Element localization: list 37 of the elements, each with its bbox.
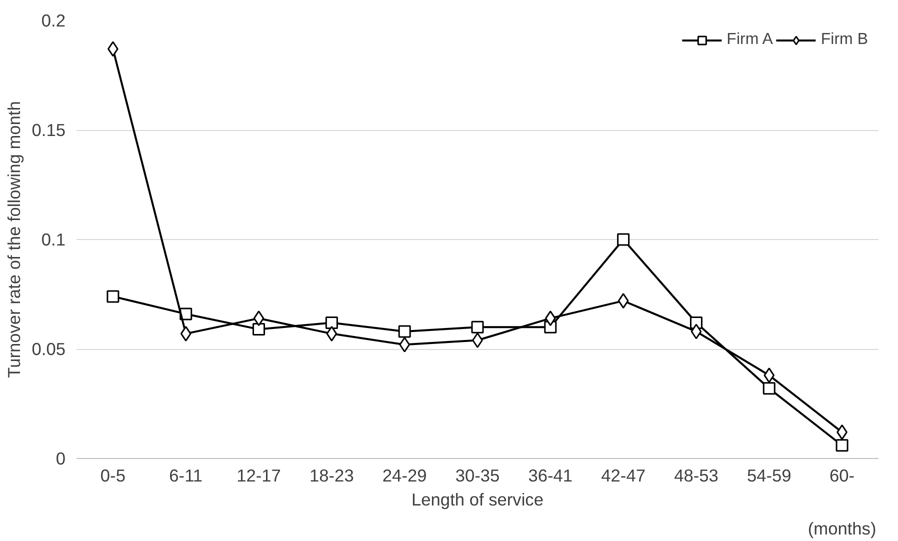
legend-label: Firm B — [820, 31, 868, 49]
x-tick-label: 42-47 — [601, 466, 646, 486]
point — [106, 290, 120, 303]
point — [762, 382, 776, 395]
y-tick-label: 0.2 — [41, 10, 66, 30]
point — [764, 368, 775, 384]
x-tick-label: 48-53 — [674, 466, 718, 486]
x-tick-label: 60- — [830, 466, 855, 486]
point — [617, 233, 630, 246]
point — [398, 325, 411, 338]
x-tick-label: 24-29 — [382, 466, 427, 486]
point — [544, 310, 556, 326]
point — [325, 316, 338, 329]
point — [836, 439, 848, 452]
x-tick-label: 12-17 — [236, 466, 281, 486]
x-tick-label: 36-41 — [528, 466, 573, 486]
y-tick-label: 0.05 — [32, 339, 66, 359]
x-tick-label: 54-59 — [746, 466, 792, 486]
y-tick-label: 0.15 — [32, 120, 66, 140]
point — [326, 326, 338, 342]
x-tick-label: 0-5 — [100, 466, 126, 486]
y-axis-title: Turnover rate of the following month — [4, 101, 24, 378]
legend-label: Firm A — [726, 31, 773, 49]
point — [690, 324, 702, 340]
point — [180, 326, 192, 342]
x-tick-label: 30-35 — [455, 466, 500, 486]
y-tick-label: 0.1 — [41, 230, 66, 250]
point — [471, 320, 484, 334]
point — [618, 293, 629, 309]
point — [253, 310, 264, 326]
y-tick-label: 0 — [56, 448, 66, 468]
text: (months) — [808, 518, 876, 538]
point — [399, 336, 410, 352]
x-tick-label: 6-11 — [169, 466, 203, 486]
point — [252, 323, 266, 336]
x-axis-title: Length of service — [412, 490, 544, 510]
x-tick-label: 18-23 — [310, 466, 354, 486]
